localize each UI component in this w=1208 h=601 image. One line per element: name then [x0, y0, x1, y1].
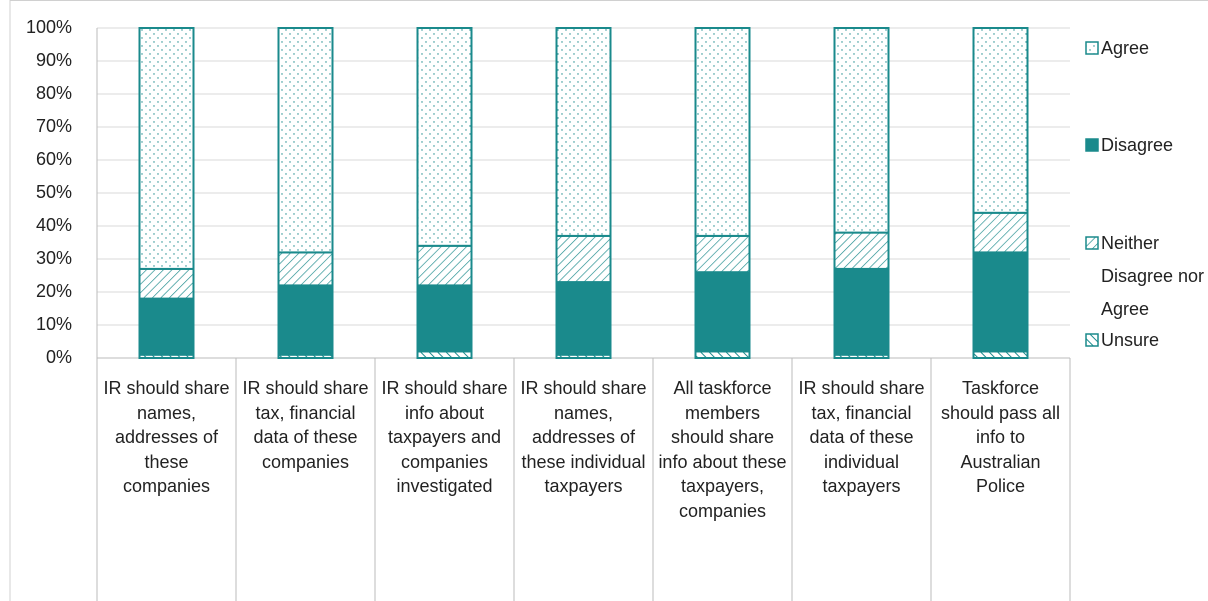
x-tick-label: IR should share tax, financial data of t…	[242, 378, 369, 472]
x-tick-label: All taskforce members should share info …	[658, 378, 787, 521]
y-tick-label: 20%	[36, 281, 72, 301]
bar-segment	[833, 231, 890, 270]
legend-label: Unsure	[1101, 330, 1160, 350]
bar-segment	[972, 251, 1029, 353]
bar-segment	[555, 234, 612, 284]
x-tick-label: Taskforce should pass all info to Austra…	[940, 378, 1061, 496]
bar-segment	[694, 271, 751, 353]
bar-segment	[555, 281, 612, 356]
y-tick-label: 10%	[36, 314, 72, 334]
bar-segment	[694, 234, 751, 274]
x-tick-label: IR should share info about taxpayers and…	[381, 378, 508, 496]
legend-label: Disagree	[1101, 135, 1174, 155]
x-tick-label: IR should share tax, financial data of t…	[798, 378, 925, 496]
y-tick-label: 40%	[36, 215, 72, 235]
bar-segment	[972, 211, 1029, 254]
legend-swatch	[1085, 333, 1099, 347]
bar-segment	[138, 297, 195, 356]
legend-swatch	[1085, 41, 1099, 55]
bar-segment	[555, 27, 612, 237]
x-tick-label: IR should share names, addresses of thes…	[520, 378, 647, 496]
bar-segment	[416, 244, 473, 287]
bar-segment	[833, 27, 890, 234]
bar-segment	[277, 251, 334, 287]
y-tick-label: 60%	[36, 149, 72, 169]
y-tick-label: 30%	[36, 248, 72, 268]
bar-segment	[694, 27, 751, 237]
bar-segment	[972, 27, 1029, 214]
bar-segment	[416, 284, 473, 353]
y-tick-label: 50%	[36, 182, 72, 202]
y-tick-label: 0%	[46, 347, 72, 367]
y-tick-label: 90%	[36, 50, 72, 70]
legend-label: Neither Disagree nor Agree	[1101, 233, 1205, 319]
x-tick-label: IR should share names, addresses of thes…	[103, 378, 230, 496]
y-tick-label: 70%	[36, 116, 72, 136]
legend-label: Agree	[1101, 38, 1150, 58]
bar-segment	[833, 267, 890, 356]
legend-swatch	[1085, 138, 1099, 152]
legend-swatch	[1085, 236, 1099, 250]
bar-segment	[277, 27, 334, 254]
bar-segment	[138, 267, 195, 300]
bar-segment	[138, 27, 195, 270]
y-tick-label: 100%	[26, 17, 72, 37]
bar-segment	[277, 284, 334, 356]
y-tick-label: 80%	[36, 83, 72, 103]
bar-segment	[416, 27, 473, 247]
